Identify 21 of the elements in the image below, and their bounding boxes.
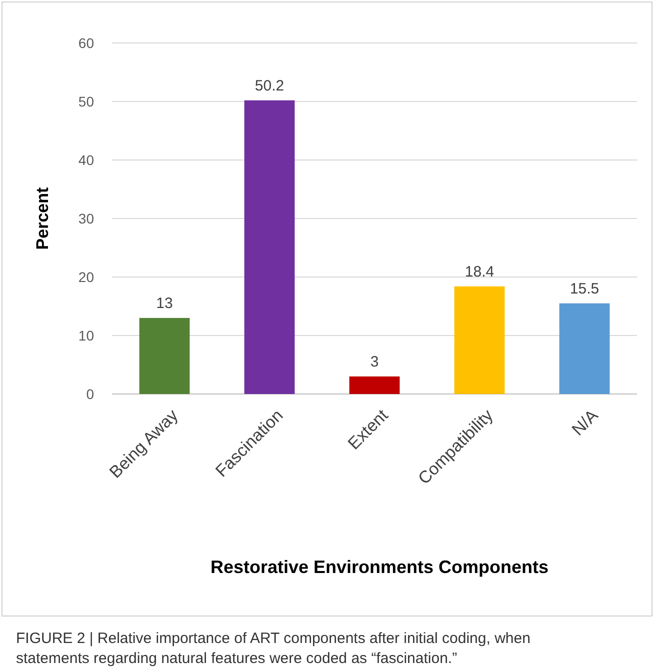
data-label: 3 <box>370 353 379 370</box>
x-axis-title: Restorative Environments Components <box>210 557 549 577</box>
bar <box>454 286 505 394</box>
bar <box>244 100 295 394</box>
caption: FIGURE 2 | Relative importance of ART components after initial coding, when statements regarding natural features were coded as “fascination.” <box>16 630 530 667</box>
y-tick-label: 0 <box>86 386 94 402</box>
bar <box>349 376 400 394</box>
y-tick-label: 20 <box>78 268 94 285</box>
data-label: 15.5 <box>570 280 600 298</box>
y-tick-label: 60 <box>78 34 94 51</box>
y-tick-label: 50 <box>78 93 94 110</box>
y-axis-title: Percent <box>33 186 52 250</box>
y-tick-label: 40 <box>78 152 94 168</box>
data-label: 18.4 <box>464 263 494 280</box>
data-label: 13 <box>156 294 173 312</box>
data-label: 50.2 <box>254 77 284 94</box>
bar <box>559 303 610 394</box>
bar <box>139 318 190 394</box>
x-tick-label: N/A <box>568 405 602 440</box>
y-tick-label: 30 <box>78 210 94 226</box>
y-tick-label: 10 <box>78 327 94 344</box>
